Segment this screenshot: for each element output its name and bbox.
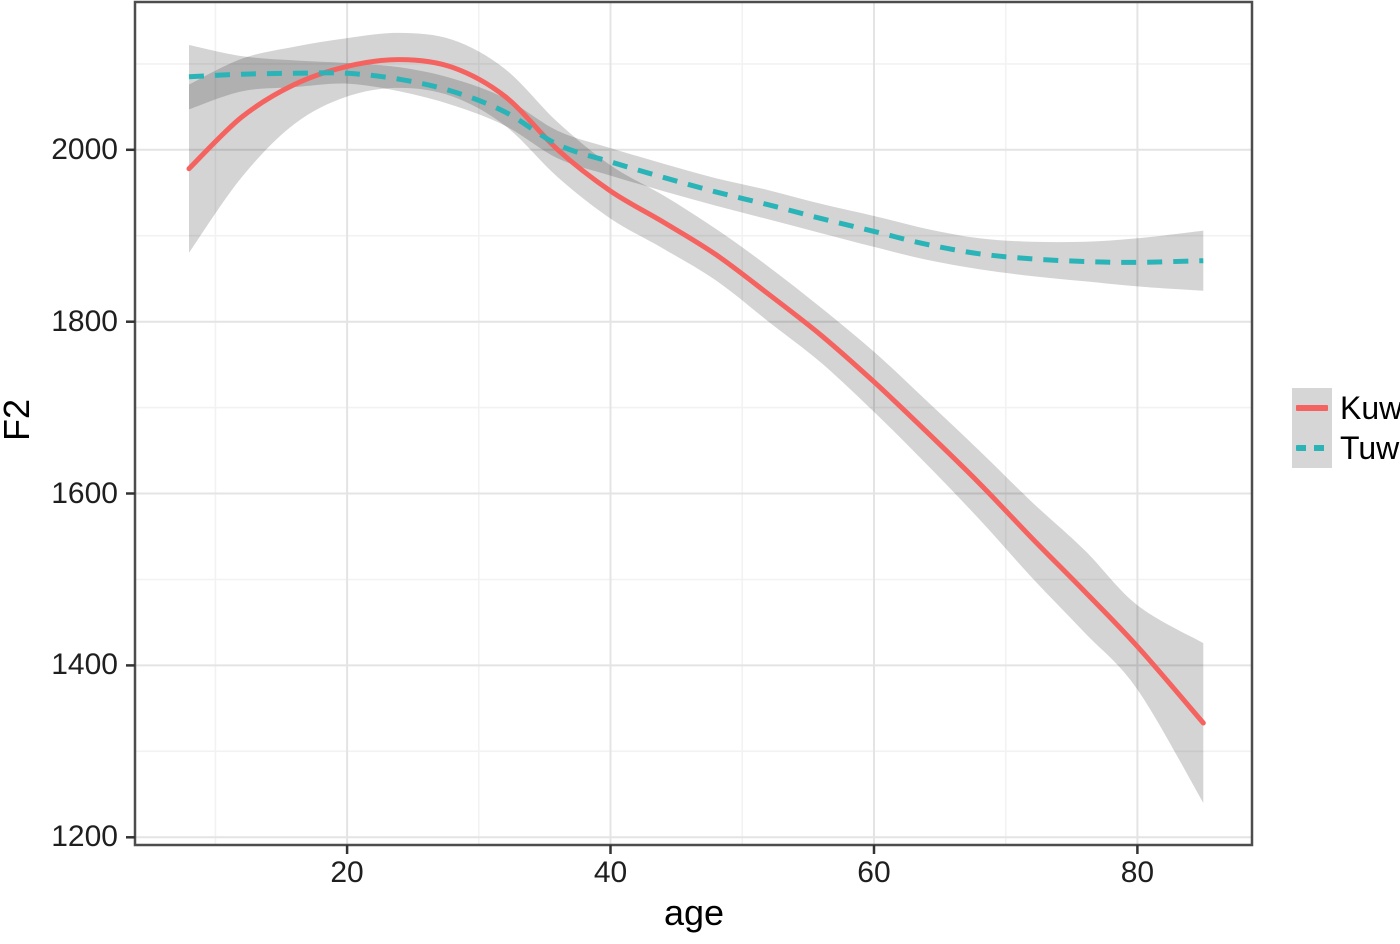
kuw-line-sample-icon	[1296, 405, 1328, 411]
legend-item-kuw: Kuw	[1292, 388, 1400, 428]
y-tick-label: 1200	[51, 820, 118, 854]
line-tuw	[188, 70, 1204, 265]
y-axis-title: F2	[0, 398, 37, 442]
legend: Kuw Tuw	[1292, 388, 1400, 468]
y-tick-label: 2000	[51, 132, 118, 166]
legend-label-kuw: Kuw	[1340, 390, 1400, 426]
grid-minor	[135, 2, 1252, 845]
x-tick-label: 60	[857, 856, 891, 889]
legend-key-tuw	[1292, 428, 1332, 468]
grid-major	[135, 2, 1252, 845]
y-tick-label: 1400	[51, 648, 118, 682]
y-tick-label: 1800	[51, 304, 118, 338]
legend-item-tuw: Tuw	[1292, 428, 1400, 468]
axis-ticks	[126, 148, 1139, 854]
x-tick-label: 40	[593, 856, 628, 889]
legend-label-tuw: Tuw	[1340, 430, 1400, 466]
y-tick-label: 1600	[51, 476, 118, 510]
x-tick-label: 20	[330, 856, 364, 889]
x-tick-label: 80	[1120, 856, 1155, 889]
panel-border	[133, 0, 1254, 847]
line-kuw	[186, 57, 1206, 726]
ci-ribbon-kuw	[189, 32, 1204, 803]
tuw-line-sample-icon	[1296, 445, 1328, 451]
ci-ribbon-tuw	[189, 45, 1204, 291]
legend-key-kuw	[1292, 388, 1332, 428]
x-axis-title: age	[663, 892, 725, 933]
